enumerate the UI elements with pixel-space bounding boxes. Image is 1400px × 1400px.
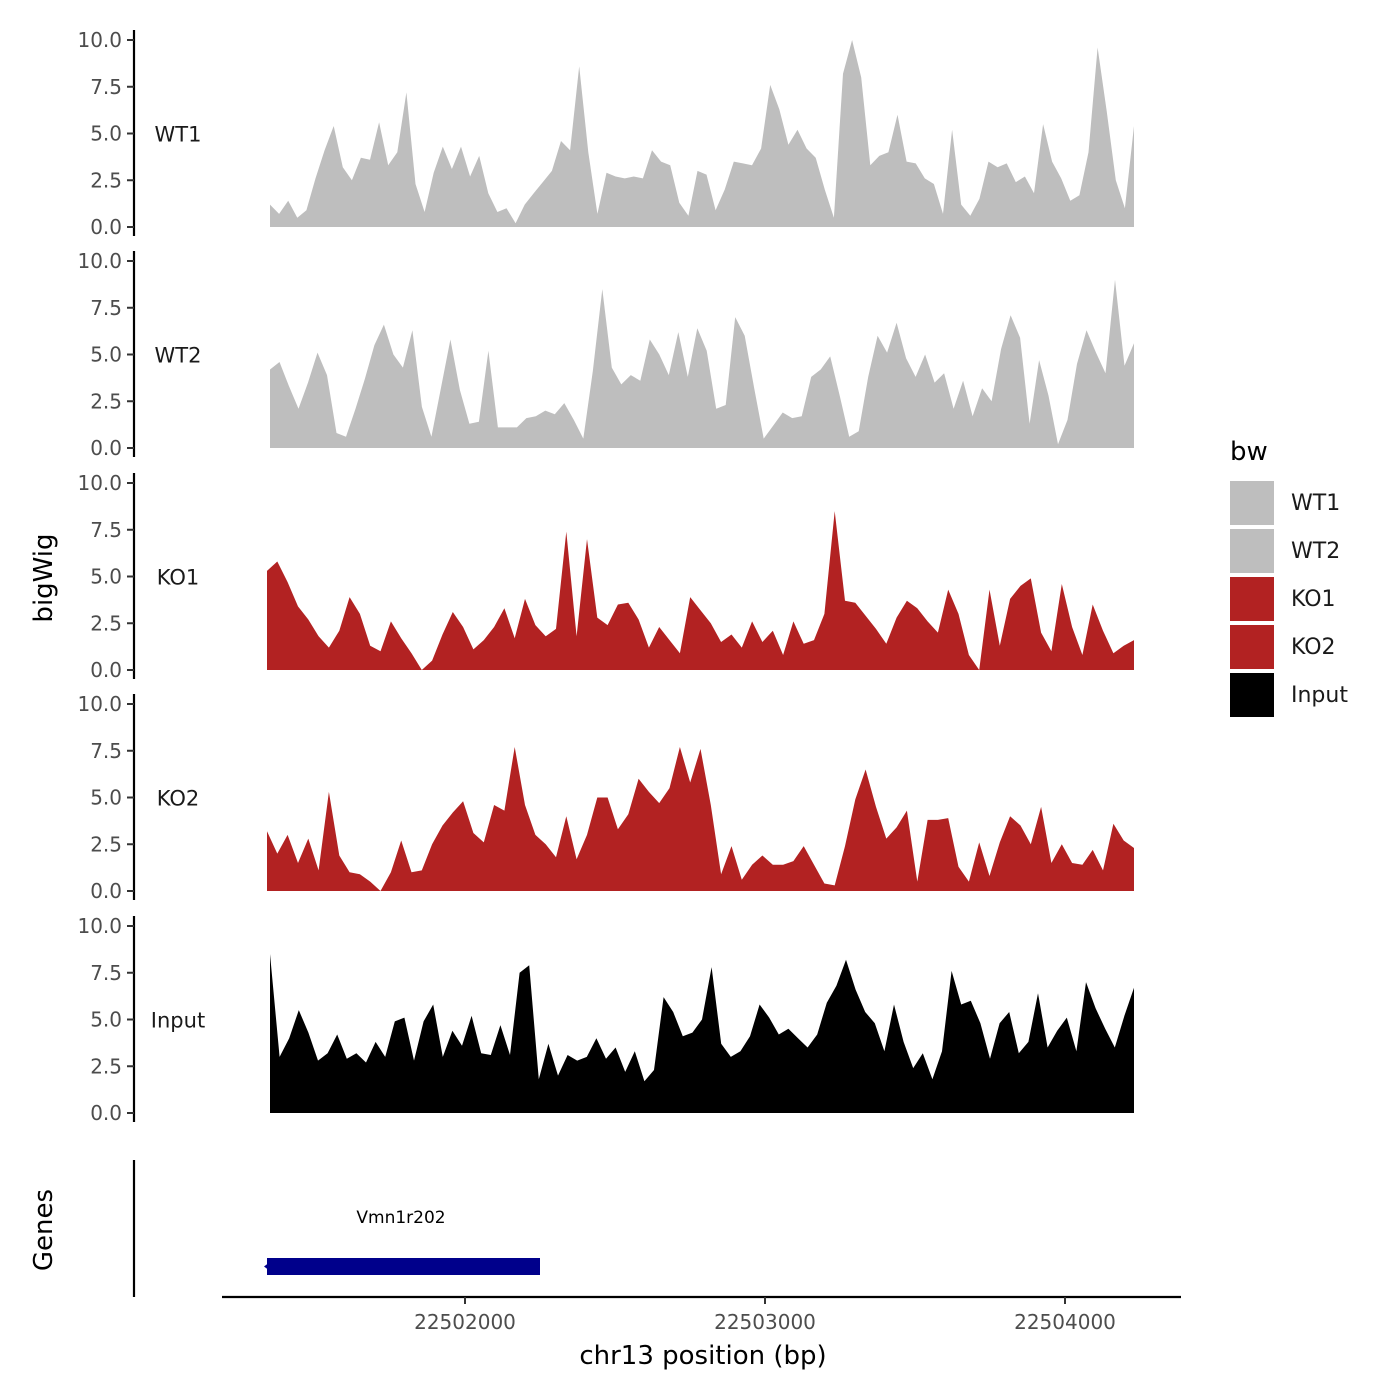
x-tick-label: 22503000 bbox=[714, 1310, 816, 1334]
genes-axis-title: Genes bbox=[29, 1189, 59, 1271]
legend: bw WT1 WT2 KO1 KO2 Input bbox=[1230, 437, 1348, 717]
track-wt1: 0.0 2.5 5.0 7.5 10.0 WT1 bbox=[77, 28, 1134, 239]
y-tick-label: 2.5 bbox=[90, 832, 122, 856]
track-ko2: 0.0 2.5 5.0 7.5 10.0 KO2 bbox=[77, 692, 1134, 903]
y-tick-label: 0.0 bbox=[90, 436, 122, 460]
legend-label-wt2: WT2 bbox=[1291, 539, 1340, 564]
legend-label-ko1: KO1 bbox=[1291, 587, 1336, 612]
legend-swatch-wt1 bbox=[1230, 481, 1274, 525]
track-label: KO2 bbox=[157, 787, 200, 811]
x-axis-title: chr13 position (bp) bbox=[579, 1341, 826, 1371]
area-input bbox=[270, 954, 1134, 1113]
y-tick-label: 0.0 bbox=[90, 658, 122, 682]
y-tick-label: 10.0 bbox=[77, 249, 122, 273]
track-ko1: 0.0 2.5 5.0 7.5 10.0 KO1 bbox=[77, 471, 1134, 682]
area-wt2 bbox=[270, 279, 1134, 448]
x-axis: 22502000 22503000 22504000 bbox=[222, 1295, 1181, 1334]
y-tick-label: 2.5 bbox=[90, 1054, 122, 1078]
y-tick-label: 10.0 bbox=[77, 28, 122, 52]
area-wt1 bbox=[270, 40, 1134, 227]
legend-label-input: Input bbox=[1291, 683, 1348, 708]
y-tick-label: 5.0 bbox=[90, 1008, 122, 1032]
y-tick-label: 7.5 bbox=[90, 296, 122, 320]
legend-swatch-input bbox=[1230, 673, 1274, 717]
y-tick-label: 5.0 bbox=[90, 565, 122, 589]
y-tick-label: 10.0 bbox=[77, 471, 122, 495]
y-tick-label: 2.5 bbox=[90, 389, 122, 413]
y-tick-label: 5.0 bbox=[90, 786, 122, 810]
strand-arrow bbox=[264, 1262, 270, 1271]
y-tick-label: 5.0 bbox=[90, 122, 122, 146]
gene-panel: Vmn1r202 bbox=[132, 1160, 540, 1297]
y-axis-title: bigWig bbox=[29, 533, 59, 622]
y-tick-label: 7.5 bbox=[90, 961, 122, 985]
y-tick-label: 10.0 bbox=[77, 914, 122, 938]
y-tick-label: 0.0 bbox=[90, 879, 122, 903]
y-tick-label: 7.5 bbox=[90, 518, 122, 542]
area-ko2 bbox=[267, 747, 1134, 891]
gene-body bbox=[267, 1258, 540, 1275]
x-tick-label: 22502000 bbox=[414, 1310, 516, 1334]
gene-label: Vmn1r202 bbox=[356, 1208, 445, 1228]
legend-label-wt1: WT1 bbox=[1291, 491, 1340, 516]
track-label: WT1 bbox=[155, 123, 202, 147]
track-wt2: 0.0 2.5 5.0 7.5 10.0 WT2 bbox=[77, 249, 1134, 460]
y-tick-label: 10.0 bbox=[77, 692, 122, 716]
track-label: KO1 bbox=[157, 566, 200, 590]
area-ko1 bbox=[267, 511, 1134, 670]
signal-tracks: 0.02.55.07.510.0WT10.02.55.07.510.0WT20.… bbox=[77, 28, 1134, 1125]
legend-label-ko2: KO2 bbox=[1291, 635, 1336, 660]
y-tick-label: 0.0 bbox=[90, 215, 122, 239]
y-tick-label: 7.5 bbox=[90, 75, 122, 99]
legend-title: bw bbox=[1230, 437, 1268, 467]
y-tick-label: 2.5 bbox=[90, 168, 122, 192]
x-tick-label: 22504000 bbox=[1014, 1310, 1116, 1334]
track-input: 0.0 2.5 5.0 7.5 10.0 Input bbox=[77, 914, 1134, 1125]
y-tick-label: 0.0 bbox=[90, 1101, 122, 1125]
legend-swatch-wt2 bbox=[1230, 529, 1274, 573]
legend-swatch-ko2 bbox=[1230, 625, 1274, 669]
y-tick-label: 5.0 bbox=[90, 343, 122, 367]
track-label: Input bbox=[151, 1009, 205, 1033]
track-label: WT2 bbox=[155, 344, 202, 368]
y-tick-label: 7.5 bbox=[90, 739, 122, 763]
legend-swatch-ko1 bbox=[1230, 577, 1274, 621]
y-tick-label: 2.5 bbox=[90, 611, 122, 635]
